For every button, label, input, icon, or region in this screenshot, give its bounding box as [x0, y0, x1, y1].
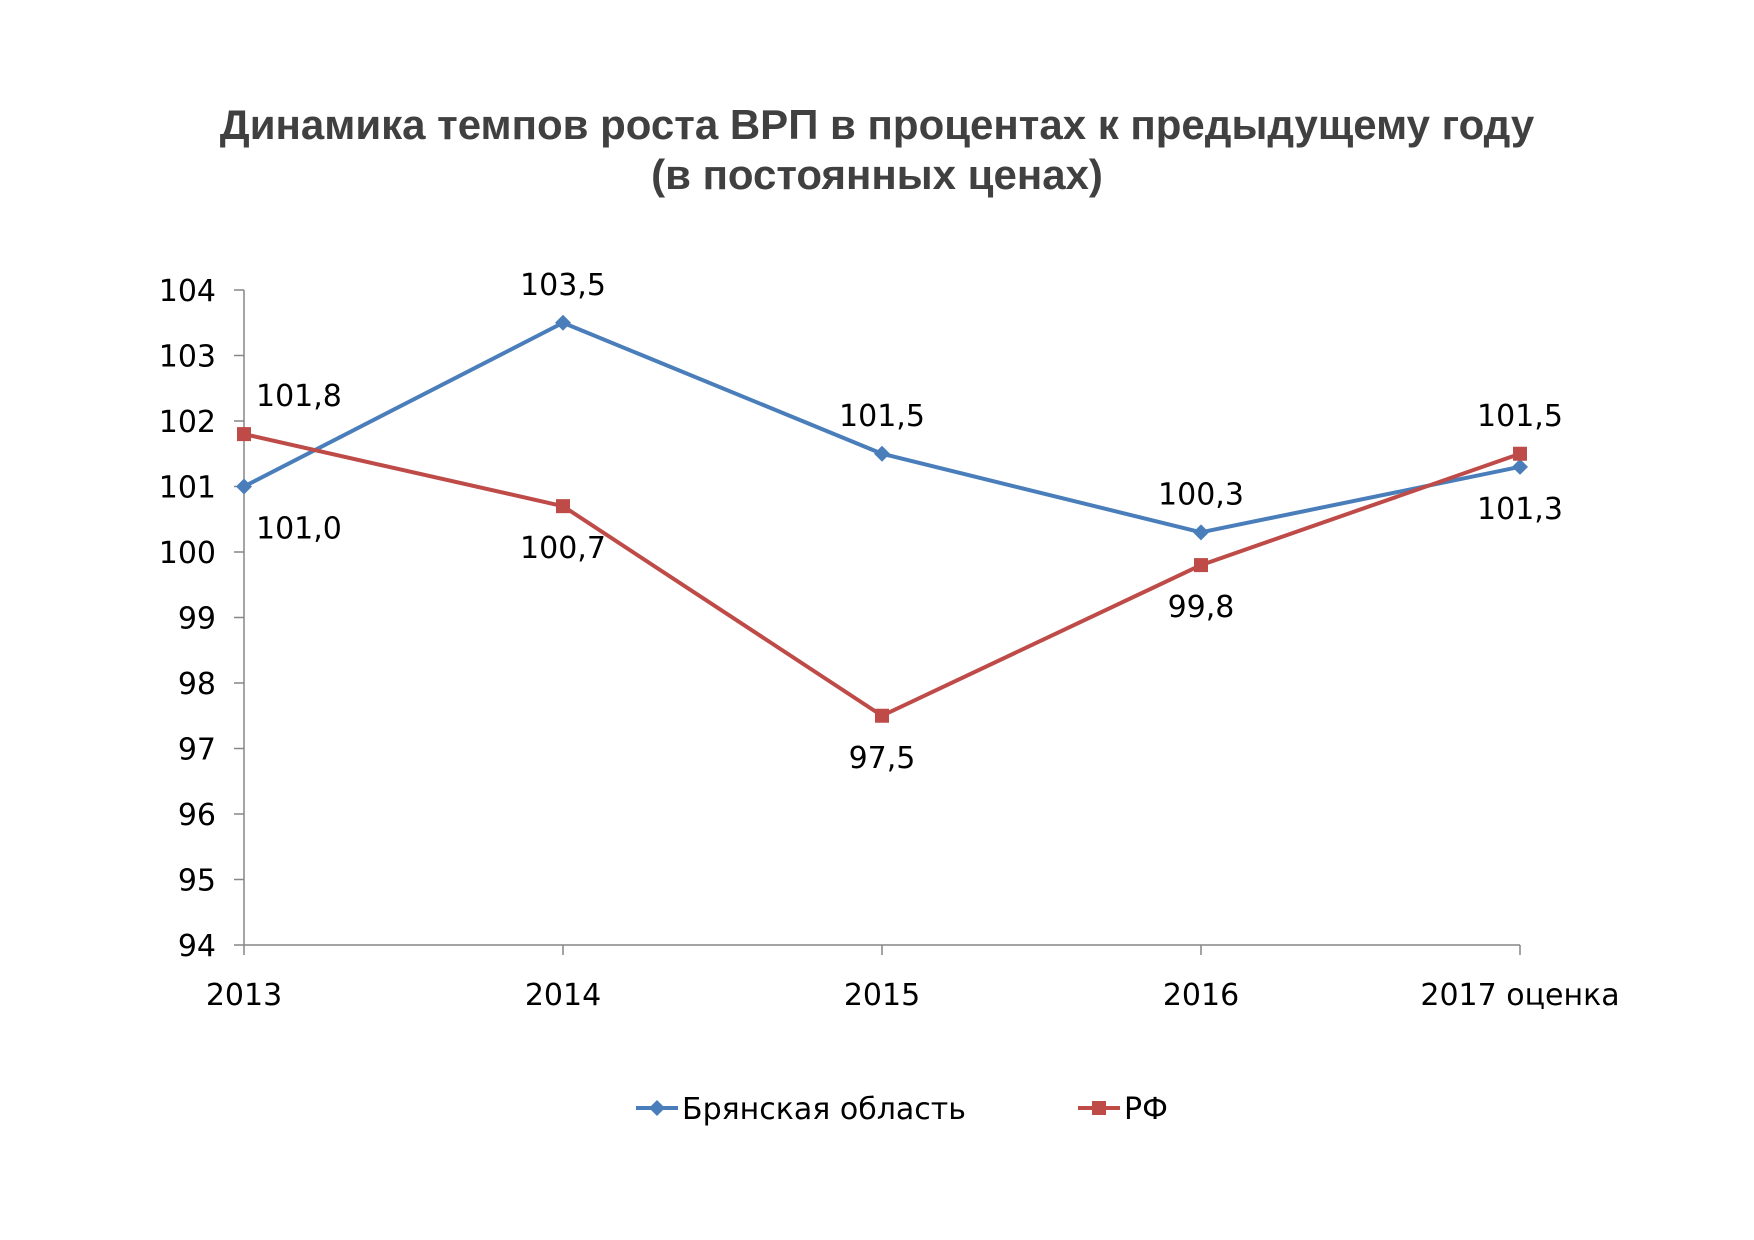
x-tick-label: 2017 оценка	[1420, 978, 1619, 1013]
legend-marker-2	[1092, 1101, 1106, 1115]
data-label: 100,7	[520, 531, 606, 566]
series-line-2	[243, 432, 1521, 718]
x-tick-label: 2014	[525, 978, 601, 1013]
data-label: 103,5	[520, 268, 606, 303]
legend-marker-1	[649, 1100, 665, 1116]
y-tick-label: 103	[159, 340, 216, 375]
x-tick-label: 2015	[844, 978, 920, 1013]
series-2-point	[237, 427, 251, 442]
y-tick-label: 95	[178, 864, 216, 899]
legend-label-1: Брянская область	[682, 1092, 966, 1127]
series-1-point	[1193, 524, 1209, 541]
series-2-point	[556, 499, 570, 514]
x-tick-label: 2013	[206, 978, 282, 1013]
y-tick-label: 96	[178, 798, 216, 833]
series-2-point	[1194, 558, 1208, 573]
series-1-point	[555, 314, 571, 331]
data-label: 101,5	[1477, 399, 1563, 434]
y-tick-label: 94	[178, 929, 216, 964]
y-tick-label: 100	[159, 536, 216, 571]
y-tick-label: 101	[159, 471, 216, 506]
y-tick-label: 104	[159, 274, 216, 309]
data-label: 100,3	[1158, 477, 1244, 512]
chart-title-line-2: (в постоянных ценах)	[651, 151, 1103, 198]
series-2-point	[875, 708, 889, 723]
series-2-point	[1513, 446, 1527, 461]
y-tick-label: 102	[159, 405, 216, 440]
y-tick-label: 99	[178, 602, 216, 637]
y-tick-label: 97	[178, 733, 216, 768]
legend: Брянская область РФ	[636, 1092, 1168, 1127]
x-tick-label: 2016	[1163, 978, 1239, 1013]
series-1-point	[874, 445, 890, 462]
data-label: 101,0	[256, 512, 342, 547]
data-label: 101,8	[256, 379, 342, 414]
series-layer	[236, 314, 1528, 723]
series-1-point	[236, 478, 252, 495]
axes: 94 95 96 97 98 99 100 101 102 103 104 2013 2014 2015 2…	[159, 274, 1620, 1013]
data-label: 101,5	[839, 399, 925, 434]
data-label: 99,8	[1168, 590, 1235, 625]
chart-title-line-1: Динамика темпов роста ВРП в процентах к …	[219, 101, 1535, 148]
series-1-point	[1512, 458, 1528, 475]
legend-label-2: РФ	[1124, 1092, 1168, 1127]
chart-title: Динамика темпов роста ВРП в процентах к …	[0, 100, 1754, 200]
data-label: 97,5	[849, 741, 916, 776]
data-labels: 101,0 103,5 101,5 100,3 101,3 101,8 100,7 97,5 9…	[256, 268, 1563, 776]
y-tick-label: 98	[178, 667, 216, 702]
data-label: 101,3	[1477, 492, 1563, 527]
